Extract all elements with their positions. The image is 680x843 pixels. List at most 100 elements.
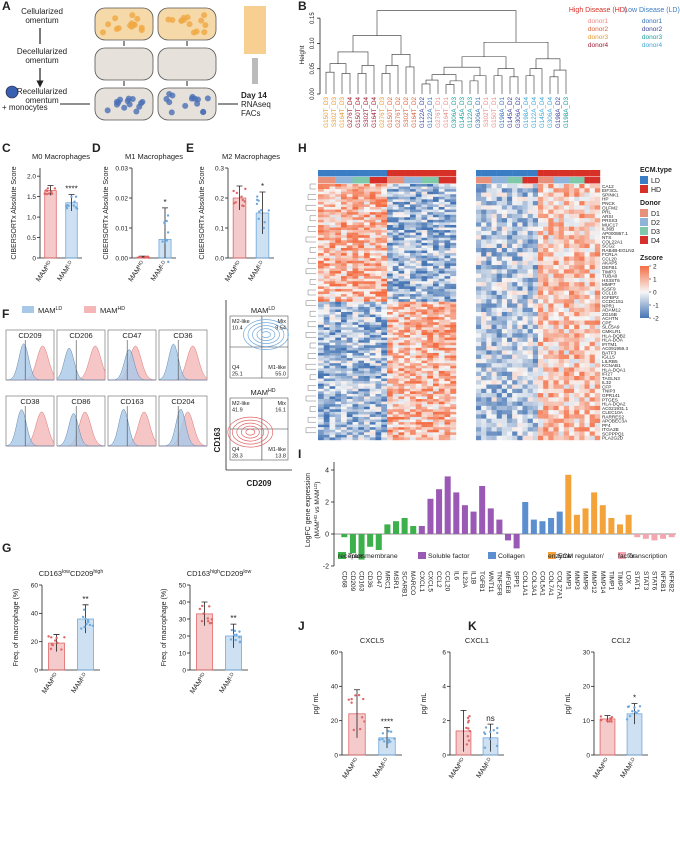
heatmap-cell — [439, 368, 445, 371]
heatmap-cell — [585, 299, 590, 303]
leaf-label: G276T_D4 — [347, 97, 354, 128]
heatmap-cell — [347, 274, 353, 277]
heatmap-cell — [492, 205, 497, 209]
heatmap-cell — [330, 279, 336, 282]
heatmap-cell — [439, 302, 445, 305]
heatmap-cell — [330, 258, 336, 261]
heatmap-cell — [433, 261, 439, 264]
heatmap-cell — [439, 417, 445, 420]
heatmap-cell — [517, 321, 522, 325]
heatmap-cell — [358, 437, 364, 440]
cell-icon — [166, 91, 172, 97]
heatmap-cell — [543, 397, 548, 401]
heatmap-cell — [579, 312, 584, 316]
heatmap-cell — [364, 404, 370, 407]
heatmap-cell — [341, 238, 347, 241]
heatmap-cell — [579, 193, 584, 197]
colorbar-label: 1 — [653, 276, 657, 283]
bar — [376, 534, 382, 550]
heatmap-cell — [387, 304, 393, 307]
heatmap-cell — [416, 204, 422, 207]
heatmap-cell — [492, 312, 497, 316]
heatmap-cell — [318, 412, 324, 415]
heatmap-cell — [564, 295, 569, 299]
heatmap-cell — [507, 235, 512, 239]
heatmap-cell — [595, 363, 600, 367]
heatmap-cell — [445, 294, 451, 297]
cell-icon — [192, 96, 198, 102]
heatmap-cell — [497, 308, 502, 312]
heatmap-cell — [559, 274, 564, 278]
heatmap-cell — [523, 261, 528, 265]
heatmap-cell — [569, 372, 574, 376]
heatmap-cell — [370, 184, 376, 187]
heatmap-cell — [533, 312, 538, 316]
heatmap-cell — [590, 316, 595, 320]
heatmap-cell — [364, 207, 370, 210]
heatmap-cell — [538, 282, 543, 286]
heatmap-cell — [502, 205, 507, 209]
dot-decor — [54, 639, 56, 641]
heatmap-cell — [324, 366, 330, 369]
heatmap-cell — [410, 228, 416, 231]
heatmap-cell — [341, 332, 347, 335]
heatmap-cell — [410, 332, 416, 335]
y-tick-label: 0.2 — [215, 195, 224, 202]
heatmap-cell — [554, 303, 559, 307]
heatmap-cell — [358, 414, 364, 417]
heatmap-cell — [554, 257, 559, 261]
heatmap-cell — [353, 379, 359, 382]
heatmap-cell — [387, 266, 393, 269]
heatmap-cell — [330, 233, 336, 236]
heatmap-cell — [569, 376, 574, 380]
heatmap-cell — [376, 420, 382, 423]
heatmap-cell — [595, 248, 600, 252]
heatmap-cell — [507, 372, 512, 376]
heatmap-cell — [341, 268, 347, 271]
heatmap-cell — [422, 353, 428, 356]
heatmap-cell — [585, 385, 590, 389]
annotation-cell — [564, 170, 569, 177]
heatmap-cell — [497, 333, 502, 337]
heatmap-cell — [579, 303, 584, 307]
heatmap-cell — [393, 348, 399, 351]
legend-swatch — [22, 306, 34, 313]
heatmap-cell — [387, 422, 393, 425]
heatmap-cell — [376, 197, 382, 200]
outcome-label: RNAseq — [241, 100, 271, 109]
heatmap-cell — [370, 384, 376, 387]
heatmap-cell — [416, 286, 422, 289]
heatmap-cell — [439, 386, 445, 389]
heatmap-cell — [579, 316, 584, 320]
heatmap-cell — [364, 432, 370, 435]
heatmap-cell — [427, 261, 433, 264]
heatmap-cell — [450, 414, 456, 417]
heatmap-cell — [341, 251, 347, 254]
heatmap-cell — [427, 243, 433, 246]
heatmap-cell — [353, 207, 359, 210]
heatmap-cell — [399, 427, 405, 430]
heatmap-cell — [422, 348, 428, 351]
heatmap-cell — [492, 188, 497, 192]
heatmap-cell — [358, 233, 364, 236]
heatmap-cell — [528, 257, 533, 261]
heatmap-cell — [347, 386, 353, 389]
heatmap-cell — [543, 303, 548, 307]
heatmap-cell — [387, 210, 393, 213]
heatmap-cell — [404, 315, 410, 318]
label-part: MAM — [250, 388, 268, 397]
leaf-label: S302T_D1 — [483, 97, 490, 128]
heatmap-cell — [445, 414, 451, 417]
heatmap-cell — [523, 427, 528, 431]
heatmap-cell — [416, 322, 422, 325]
heatmap-cell — [450, 279, 456, 282]
heatmap-cell — [433, 322, 439, 325]
heatmap-cell — [512, 257, 517, 261]
heatmap-cell — [410, 376, 416, 379]
heatmap-cell — [492, 286, 497, 290]
heatmap-cell — [393, 320, 399, 323]
heatmap-cell — [347, 210, 353, 213]
heatmap-cell — [335, 435, 341, 438]
heatmap-cell — [450, 210, 456, 213]
heatmap-cell — [439, 217, 445, 220]
